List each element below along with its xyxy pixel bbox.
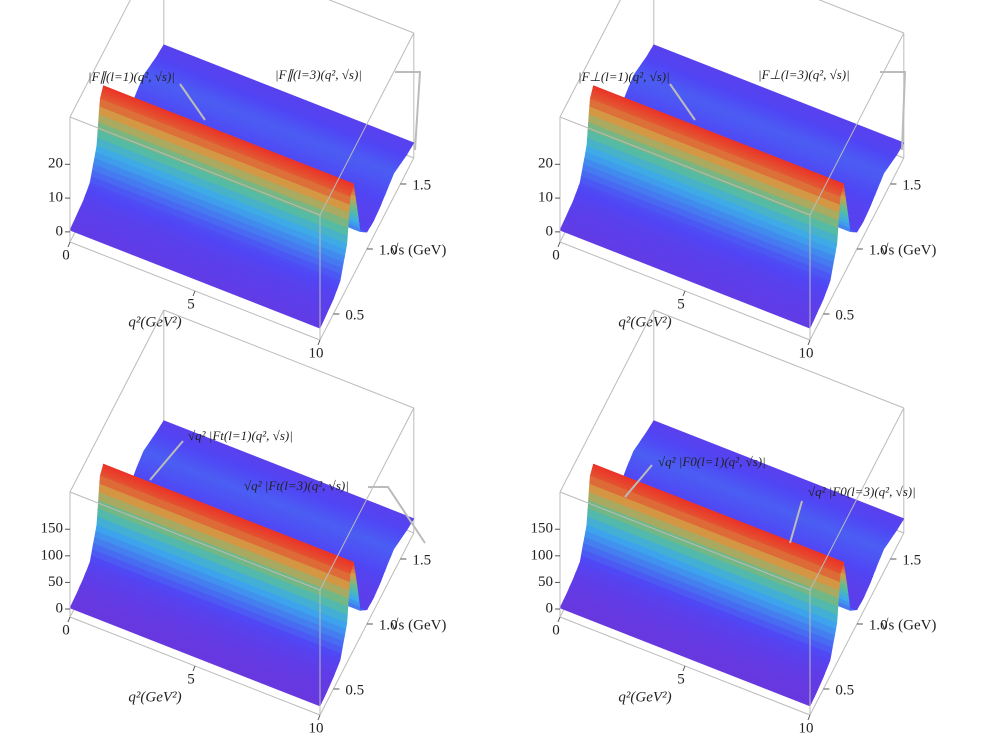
x-tick-label: 5 [677,671,685,687]
x-axis-label: q²(GeV²) [128,314,181,330]
box-edge [818,0,904,34]
x-tick [682,665,686,672]
annotation: |F⊥(l=3)(q², √s)| [758,67,850,82]
box-edge [809,407,905,591]
x-tick [807,714,811,721]
box-edge [69,309,165,493]
box-edge [163,309,414,409]
surface-strip [69,227,322,329]
box-edge [69,116,321,216]
y-tick-label: 1.0 [869,617,888,633]
x-tick-label: 10 [309,720,324,736]
x-tick [192,665,196,672]
x-tick [807,339,811,346]
surface-strip [69,605,322,707]
x-tick [682,290,686,297]
leader-line [880,71,907,151]
x-tick-label: 5 [677,296,685,312]
x-tick [317,714,321,721]
x-tick-label: 10 [309,345,324,361]
x-tick-label: 10 [799,345,814,361]
z-tick-label: 20 [48,156,63,172]
z-tick-label: 100 [41,547,64,563]
y-tick-label: 0.5 [835,682,854,698]
box-edge [69,0,131,118]
y-tick-label: 1.0 [869,242,888,258]
annotation: √q² |Ft(l=1)(q², √s)| [188,428,293,443]
y-tick-label: 1.5 [902,552,921,568]
z-tick-label: 100 [531,547,554,563]
panel: 0 5 10 0.5 1.0 1.5 0 10 20 q²(GeV²) √s (GeV) |F∥(l=… [48,0,446,361]
box-edge [69,491,321,591]
y-tick-label: 0.5 [345,307,364,323]
surface-strip [559,227,812,329]
z-tick-label: 0 [546,223,554,239]
y-axis-label: √s (GeV) [390,617,446,633]
box-edge [328,0,414,34]
surface-strip [559,605,812,707]
z-tick-label: 50 [48,574,63,590]
annotation: √q² |F0(l=3)(q², √s)| [808,484,916,499]
x-tick-label: 0 [62,247,70,263]
z-tick-label: 10 [538,190,553,206]
z-tick-label: 150 [41,521,64,537]
leader-line [179,83,206,121]
leader-line [149,440,184,481]
x-tick-label: 0 [62,622,70,638]
box-edge [559,309,655,493]
leader-line [669,83,696,121]
y-tick-label: 0.5 [345,682,364,698]
annotation: |F∥(l=3)(q², √s)| [275,67,362,82]
leader-line [789,500,803,544]
z-tick-label: 50 [538,574,553,590]
x-tick [192,290,196,297]
z-tick-label: 0 [56,600,64,616]
y-tick-label: 0.5 [835,307,854,323]
box-edge [319,407,415,591]
box-edge [559,116,811,216]
x-tick [317,339,321,346]
x-tick-label: 0 [552,247,560,263]
z-tick-label: 0 [546,600,554,616]
z-tick-label: 0 [56,223,64,239]
y-tick-label: 1.0 [379,242,398,258]
box-edge [559,0,621,118]
leader-line [624,464,653,498]
annotation: √q² |Ft(l=3)(q², √s)| [244,478,349,493]
x-tick [67,616,71,623]
x-axis-label: q²(GeV²) [618,314,671,330]
z-tick-label: 20 [538,156,553,172]
y-tick-label: 1.0 [379,617,398,633]
x-tick-label: 5 [187,296,195,312]
x-tick [557,241,561,248]
panel: 0 5 10 0.5 1.0 1.5 0 50 100 150 q²(GeV²) √s (GeV) √q… [41,309,446,736]
x-tick [557,616,561,623]
panel: 0 5 10 0.5 1.0 1.5 0 10 20 q²(GeV²) √s (GeV) |F⊥(l=… [538,0,936,361]
x-tick-label: 0 [552,622,560,638]
box-edge [653,309,904,409]
box-edge [809,32,905,216]
annotation: |F⊥(l=1)(q², √s)| [578,69,670,84]
box-edge [559,491,811,591]
panel: 0 5 10 0.5 1.0 1.5 0 50 100 150 q²(GeV²) √s (GeV) √q… [531,309,936,736]
y-tick-label: 1.5 [412,177,431,193]
x-axis-label: q²(GeV²) [128,689,181,705]
y-tick-label: 1.5 [412,552,431,568]
leader-line [368,486,426,544]
leader-line [395,71,422,151]
x-axis-label: q²(GeV²) [618,689,671,705]
annotation: |F∥(l=1)(q², √s)| [88,69,175,84]
x-tick [67,241,71,248]
x-tick-label: 10 [799,720,814,736]
annotation: √q² |F0(l=1)(q², √s)| [658,454,766,469]
y-tick-label: 1.5 [902,177,921,193]
y-axis-label: √s (GeV) [390,242,446,258]
z-tick-label: 150 [531,521,554,537]
box-edge [319,32,415,216]
z-tick-label: 10 [48,190,63,206]
x-tick-label: 5 [187,671,195,687]
y-axis-label: √s (GeV) [880,617,936,633]
y-axis-label: √s (GeV) [880,242,936,258]
